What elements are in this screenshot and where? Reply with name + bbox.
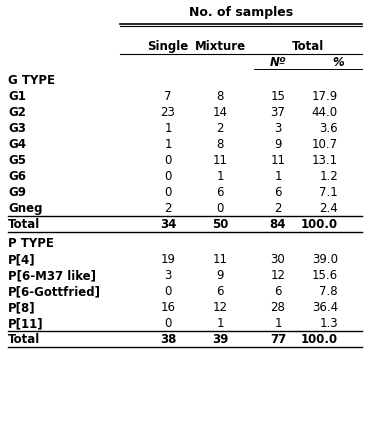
Text: G6: G6 [8,170,26,183]
Text: Total: Total [8,333,40,346]
Text: 50: 50 [212,218,228,231]
Text: Gneg: Gneg [8,202,43,215]
Text: Mixture: Mixture [194,40,245,53]
Text: 7.1: 7.1 [319,186,338,199]
Text: 1.2: 1.2 [319,170,338,183]
Text: 100.0: 100.0 [301,218,338,231]
Text: 15.6: 15.6 [312,269,338,282]
Text: 9: 9 [274,138,282,151]
Text: %: % [332,56,344,69]
Text: 0: 0 [164,285,172,298]
Text: 15: 15 [270,90,285,103]
Text: No. of samples: No. of samples [189,6,293,19]
Text: G1: G1 [8,90,26,103]
Text: G TYPE: G TYPE [8,74,55,87]
Text: 6: 6 [274,186,282,199]
Text: 12: 12 [270,269,285,282]
Text: 3.6: 3.6 [319,122,338,135]
Text: 11: 11 [270,154,285,167]
Text: 77: 77 [270,333,286,346]
Text: 8: 8 [216,138,224,151]
Text: 1: 1 [216,317,224,330]
Text: 28: 28 [270,301,285,314]
Text: 30: 30 [271,253,285,266]
Text: 2.4: 2.4 [319,202,338,215]
Text: 39.0: 39.0 [312,253,338,266]
Text: 16: 16 [160,301,176,314]
Text: 39: 39 [212,333,228,346]
Text: 37: 37 [270,106,285,119]
Text: G4: G4 [8,138,26,151]
Text: 38: 38 [160,333,176,346]
Text: 0: 0 [164,154,172,167]
Text: 44.0: 44.0 [312,106,338,119]
Text: 34: 34 [160,218,176,231]
Text: G3: G3 [8,122,26,135]
Text: P[4]: P[4] [8,253,36,266]
Text: 36.4: 36.4 [312,301,338,314]
Text: 0: 0 [216,202,224,215]
Text: P[8]: P[8] [8,301,36,314]
Text: 2: 2 [216,122,224,135]
Text: 100.0: 100.0 [301,333,338,346]
Text: 11: 11 [213,154,228,167]
Text: 14: 14 [213,106,228,119]
Text: 1: 1 [216,170,224,183]
Text: 6: 6 [216,285,224,298]
Text: 0: 0 [164,317,172,330]
Text: 10.7: 10.7 [312,138,338,151]
Text: G5: G5 [8,154,26,167]
Text: 84: 84 [270,218,286,231]
Text: 23: 23 [160,106,175,119]
Text: 13.1: 13.1 [312,154,338,167]
Text: 12: 12 [213,301,228,314]
Text: G2: G2 [8,106,26,119]
Text: Single: Single [147,40,189,53]
Text: P TYPE: P TYPE [8,237,54,250]
Text: 9: 9 [216,269,224,282]
Text: 1: 1 [274,170,282,183]
Text: 0: 0 [164,170,172,183]
Text: Total: Total [8,218,40,231]
Text: 19: 19 [160,253,176,266]
Text: 1.3: 1.3 [319,317,338,330]
Text: Total: Total [292,40,324,53]
Text: 3: 3 [274,122,282,135]
Text: 2: 2 [274,202,282,215]
Text: 6: 6 [274,285,282,298]
Text: P[6-M37 like]: P[6-M37 like] [8,269,96,282]
Text: 1: 1 [274,317,282,330]
Text: 11: 11 [213,253,228,266]
Text: Nº: Nº [270,56,286,69]
Text: 8: 8 [216,90,224,103]
Text: P[11]: P[11] [8,317,44,330]
Text: 17.9: 17.9 [312,90,338,103]
Text: 1: 1 [164,122,172,135]
Text: 7: 7 [164,90,172,103]
Text: 6: 6 [216,186,224,199]
Text: P[6-Gottfried]: P[6-Gottfried] [8,285,101,298]
Text: G9: G9 [8,186,26,199]
Text: 7.8: 7.8 [319,285,338,298]
Text: 2: 2 [164,202,172,215]
Text: 3: 3 [164,269,172,282]
Text: 0: 0 [164,186,172,199]
Text: 1: 1 [164,138,172,151]
